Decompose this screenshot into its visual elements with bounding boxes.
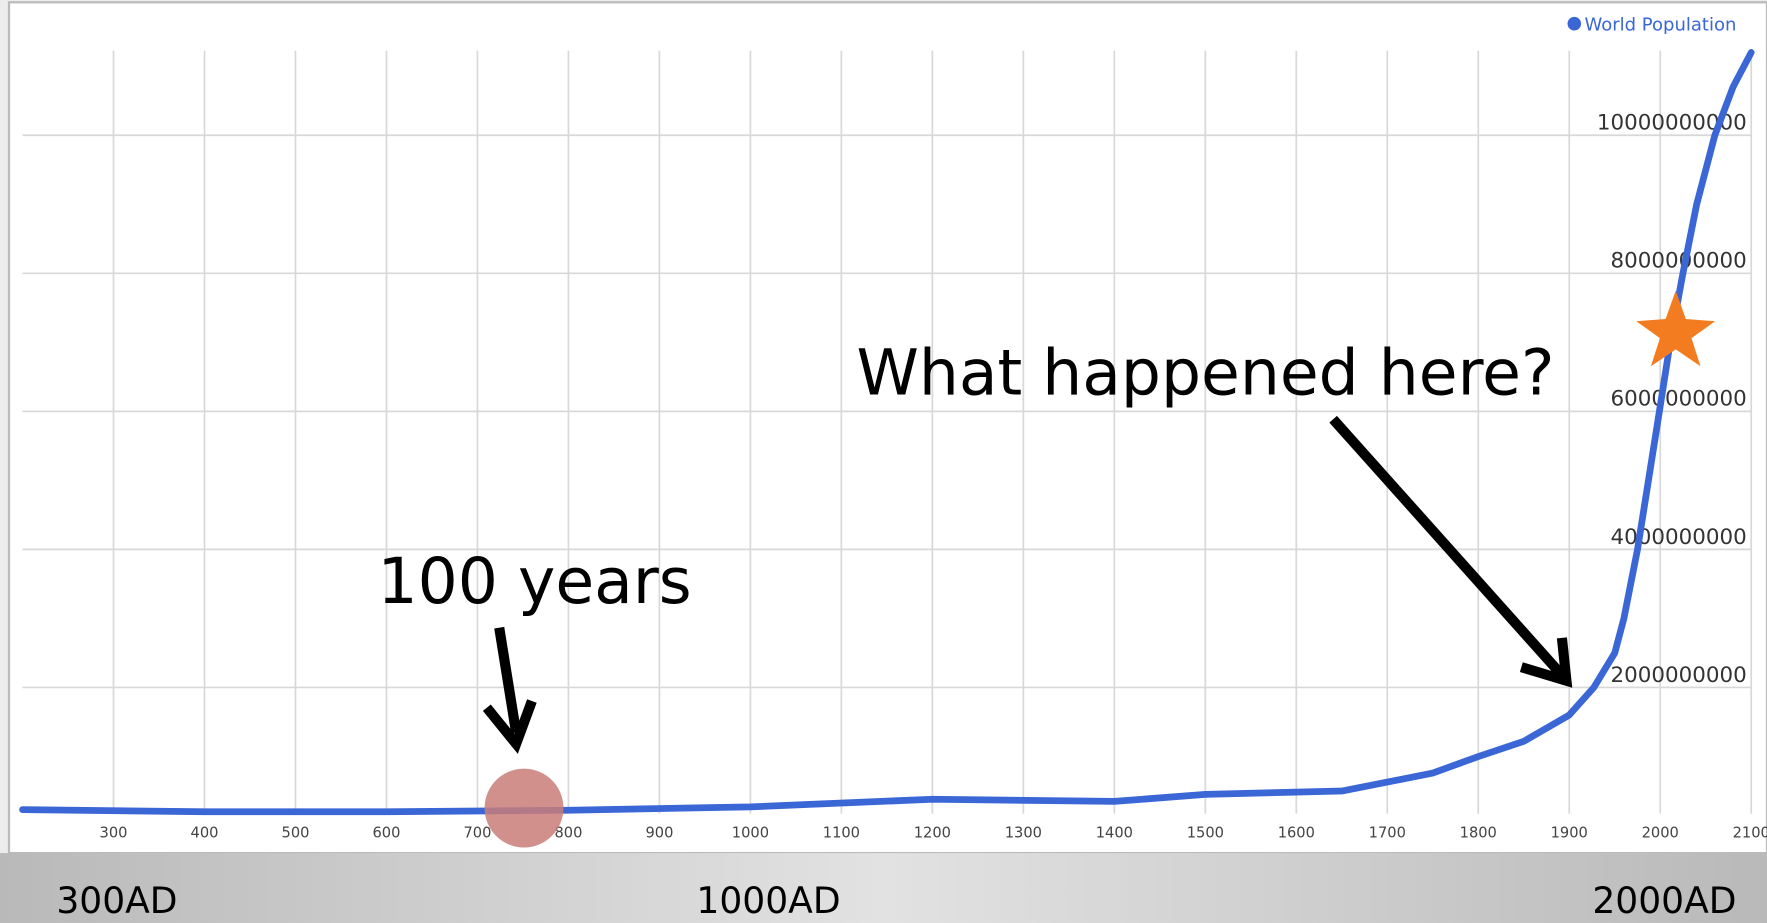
x-tick-label: 1000 — [732, 824, 769, 841]
y-tick-label: 6000000000 — [1611, 387, 1747, 412]
chart-frame — [7, 1, 1767, 855]
annotation: What happened here? — [856, 335, 1554, 409]
x-tick-label: 700 — [463, 824, 491, 841]
footer-band — [0, 853, 1767, 923]
footer-label: 2000AD — [1592, 880, 1736, 922]
x-tick-label: 1700 — [1369, 824, 1406, 841]
highlight-circle — [484, 768, 564, 848]
legend-label: World Population — [1584, 14, 1736, 35]
x-tick-label: 600 — [373, 824, 401, 841]
plot: 300 400 500 600 700 800 900 1000 1100 1200 1300 140… — [19, 49, 1767, 841]
x-tick-label: 1900 — [1551, 824, 1588, 841]
x-tick-label: 1600 — [1278, 824, 1315, 841]
x-tick-label: 1500 — [1187, 824, 1224, 841]
arrow-head — [1519, 637, 1573, 688]
x-tick-label: 2100 — [1733, 824, 1767, 841]
legend-marker — [1567, 16, 1582, 31]
x-tick-label: 1200 — [914, 824, 951, 841]
x-tick-label: 2000 — [1642, 824, 1679, 841]
x-tick-label: 300 — [100, 824, 128, 841]
y-tick-label: 8000000000 — [1611, 249, 1747, 274]
x-tick-label: 400 — [191, 824, 219, 841]
x-tick-label: 1300 — [1005, 824, 1042, 841]
data-line — [19, 49, 1755, 816]
x-tick-label: 1400 — [1096, 824, 1133, 841]
x-tick-label: 1800 — [1460, 824, 1497, 841]
x-tick-label: 500 — [282, 824, 310, 841]
x-tick-label: 800 — [554, 824, 582, 841]
arrow-head — [482, 699, 537, 754]
footer-label: 1000AD — [696, 880, 840, 922]
y-tick-label: 4000000000 — [1611, 525, 1747, 550]
arrow — [1329, 415, 1565, 678]
y-tick-label: 2000000000 — [1611, 663, 1747, 688]
grid — [22, 50, 1753, 814]
star-marker — [1636, 290, 1716, 367]
arrow — [494, 626, 522, 734]
x-tick-label: 1100 — [823, 824, 860, 841]
x-tick-label: 900 — [645, 824, 673, 841]
footer-label: 300AD — [56, 880, 177, 922]
annotation: 100 years — [378, 544, 692, 618]
